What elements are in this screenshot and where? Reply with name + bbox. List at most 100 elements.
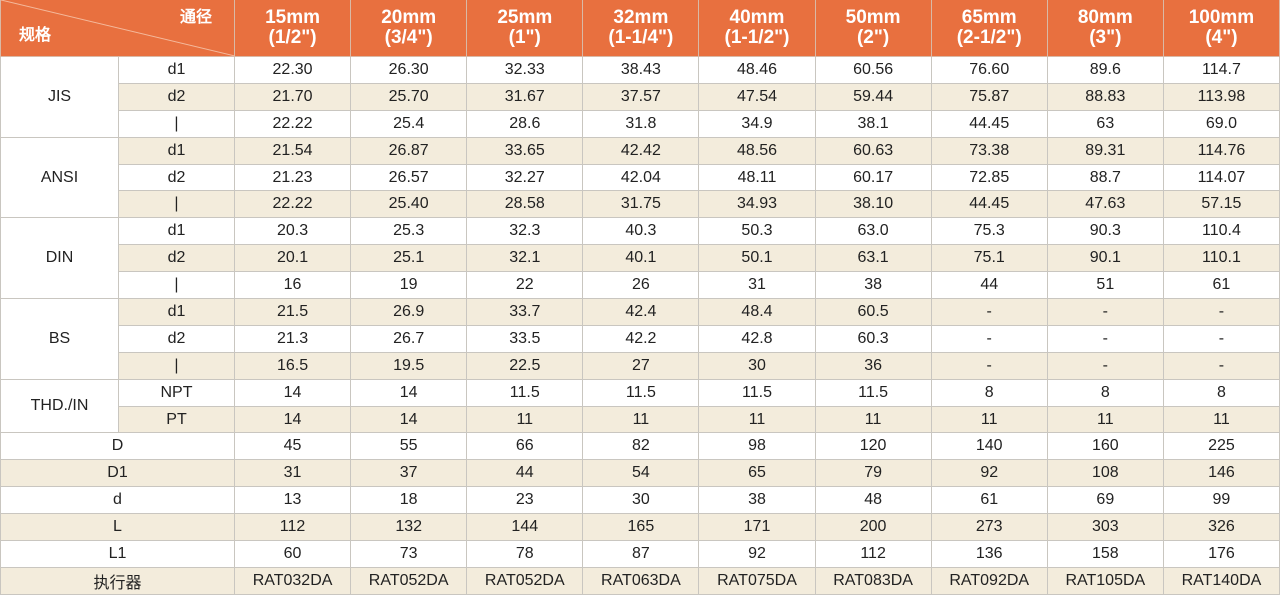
table-row: | 22.22 25.40 28.58 31.75 34.93 38.10 44.45 47.6… (1, 190, 1280, 219)
value-cell: 8 (930, 378, 1048, 407)
table-row: d2 21.23 26.57 32.27 42.04 48.11 60.17 72.85 88.… (1, 163, 1280, 192)
value-cell: 11.5 (814, 378, 932, 407)
value-cell: 51 (1046, 271, 1164, 300)
dimension-label: d2 (118, 82, 235, 111)
size-mm: 40mm (729, 7, 785, 28)
value-cell: 75.87 (930, 82, 1048, 111)
value-cell: 61 (930, 486, 1048, 515)
value-cell: 114.76 (1162, 136, 1280, 165)
dimension-label: D (0, 432, 235, 461)
value-cell: 132 (350, 513, 468, 542)
dimension-label: d2 (118, 324, 235, 353)
value-cell: 11.5 (466, 378, 584, 407)
size-inch: (4") (1205, 27, 1238, 48)
value-cell: 30 (582, 486, 700, 515)
dimension-label: | (118, 190, 235, 219)
standard-label: ANSI (0, 136, 119, 219)
value-cell: 75.1 (930, 244, 1048, 273)
value-cell: 76.60 (930, 56, 1048, 84)
value-cell: 110.4 (1162, 217, 1280, 246)
value-cell: 303 (1046, 513, 1164, 542)
value-cell: 38.43 (582, 56, 700, 84)
value-cell: 14 (350, 405, 468, 434)
corner-label-spec: 规格 (19, 27, 52, 44)
dimension-label: NPT (118, 378, 235, 407)
value-cell: 14 (350, 378, 468, 407)
value-cell: 21.54 (233, 136, 352, 165)
value-cell: RAT052DA (350, 566, 468, 595)
value-cell: 47.54 (698, 82, 816, 111)
value-cell: 22.22 (233, 190, 352, 219)
table-row: | 16.5 19.5 22.5 27 30 36- - - (1, 351, 1280, 380)
value-cell: 61 (1162, 271, 1280, 300)
value-cell: 112 (814, 540, 932, 568)
standard-label: DIN (0, 217, 119, 300)
value-cell: 48.11 (698, 163, 816, 192)
value-cell: 73.38 (930, 136, 1048, 165)
table-row: JIS d1 22.30 26.30 32.33 38.43 48.46 60.56 76.60… (0, 56, 1280, 138)
table-row: d2 20.1 25.1 32.1 40.1 50.1 63.1 75.1 90.1 110.1 (1, 244, 1280, 273)
diagonal-divider (1, 0, 235, 56)
value-cell: 33.5 (466, 324, 584, 353)
value-cell: 89.6 (1046, 56, 1164, 84)
value-cell: 14 (233, 405, 352, 434)
table-row: 执行器 RAT032DA RAT052DA RAT052DA RAT063DA RAT07… (0, 566, 1280, 595)
value-cell: 88.83 (1046, 82, 1164, 111)
value-cell: 25.40 (350, 190, 468, 219)
table-row: ANSI d1 21.54 26.87 33.65 42.42 48.56 60.63 73.3… (0, 136, 1280, 219)
size-inch: (1-1/2") (724, 27, 790, 48)
value-cell: 144 (466, 513, 584, 542)
value-cell: 26.87 (350, 136, 468, 165)
corner-label-bore: 通径 (179, 9, 212, 26)
value-cell: 82 (582, 432, 700, 461)
value-cell: 11 (466, 405, 584, 434)
dimension-label: d1 (118, 217, 235, 246)
value-cell: 36 (814, 351, 932, 380)
value-cell: 25.4 (350, 109, 468, 138)
table-row: d 13 18 23 30 38 48 61 69 99 (0, 486, 1280, 515)
value-cell: 19 (350, 271, 468, 300)
standard-label: JIS (0, 56, 119, 138)
value-cell: 38 (698, 486, 816, 515)
value-cell: 27 (582, 351, 700, 380)
value-cell: 171 (698, 513, 816, 542)
value-cell: 31.67 (466, 82, 584, 111)
value-cell: 63.1 (814, 244, 932, 273)
size-mm: 80mm (1077, 7, 1133, 28)
value-cell: 34.93 (698, 190, 816, 219)
value-cell: 60.3 (814, 324, 932, 353)
value-cell: - (1046, 298, 1164, 326)
size-header: 32mm (1-1/4") (582, 0, 700, 57)
value-cell: 11 (698, 405, 816, 434)
table-row: d2 21.70 25.70 31.67 37.57 47.54 59.44 75.87 88.… (1, 82, 1280, 111)
dimension-label: | (118, 109, 235, 138)
value-cell: 146 (1162, 459, 1280, 488)
table-row: BS d1 21.5 26.9 33.7 42.4 48.4 60.5- - - (0, 298, 1280, 380)
value-cell: 225 (1162, 432, 1280, 461)
value-cell: 11 (1046, 405, 1164, 434)
table-row: | 22.22 25.4 28.6 31.8 34.9 38.1 44.45 63 69.0 (1, 109, 1280, 138)
table-row: | 16 19 22 26 31 38 44 51 61 (1, 271, 1280, 300)
size-mm: 20mm (381, 7, 437, 28)
value-cell: 11.5 (698, 378, 816, 407)
value-cell: 87 (582, 540, 700, 568)
value-cell: 26.30 (350, 56, 468, 84)
value-cell: 140 (930, 432, 1048, 461)
table-row: L1 60 73 78 87 92 112 136 158 176 (0, 540, 1280, 568)
value-cell: RAT032DA (233, 566, 352, 595)
value-cell: 42.4 (582, 298, 700, 326)
dimension-label: 执行器 (0, 566, 235, 595)
value-cell: 42.8 (698, 324, 816, 353)
value-cell: 31.75 (582, 190, 700, 219)
dimension-label: d1 (118, 298, 235, 326)
dimension-label: d1 (118, 136, 235, 165)
value-cell: 38.10 (814, 190, 932, 219)
value-cell: RAT083DA (814, 566, 932, 595)
dimension-label: PT (118, 405, 235, 434)
value-cell: 54 (582, 459, 700, 488)
dimension-label: d1 (118, 56, 235, 84)
value-cell: 34.9 (698, 109, 816, 138)
value-cell: RAT052DA (466, 566, 584, 595)
value-cell: 79 (814, 459, 932, 488)
